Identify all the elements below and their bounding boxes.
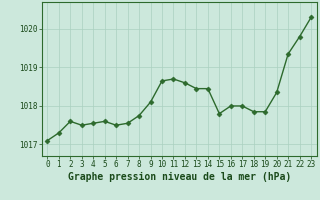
X-axis label: Graphe pression niveau de la mer (hPa): Graphe pression niveau de la mer (hPa) [68,172,291,182]
